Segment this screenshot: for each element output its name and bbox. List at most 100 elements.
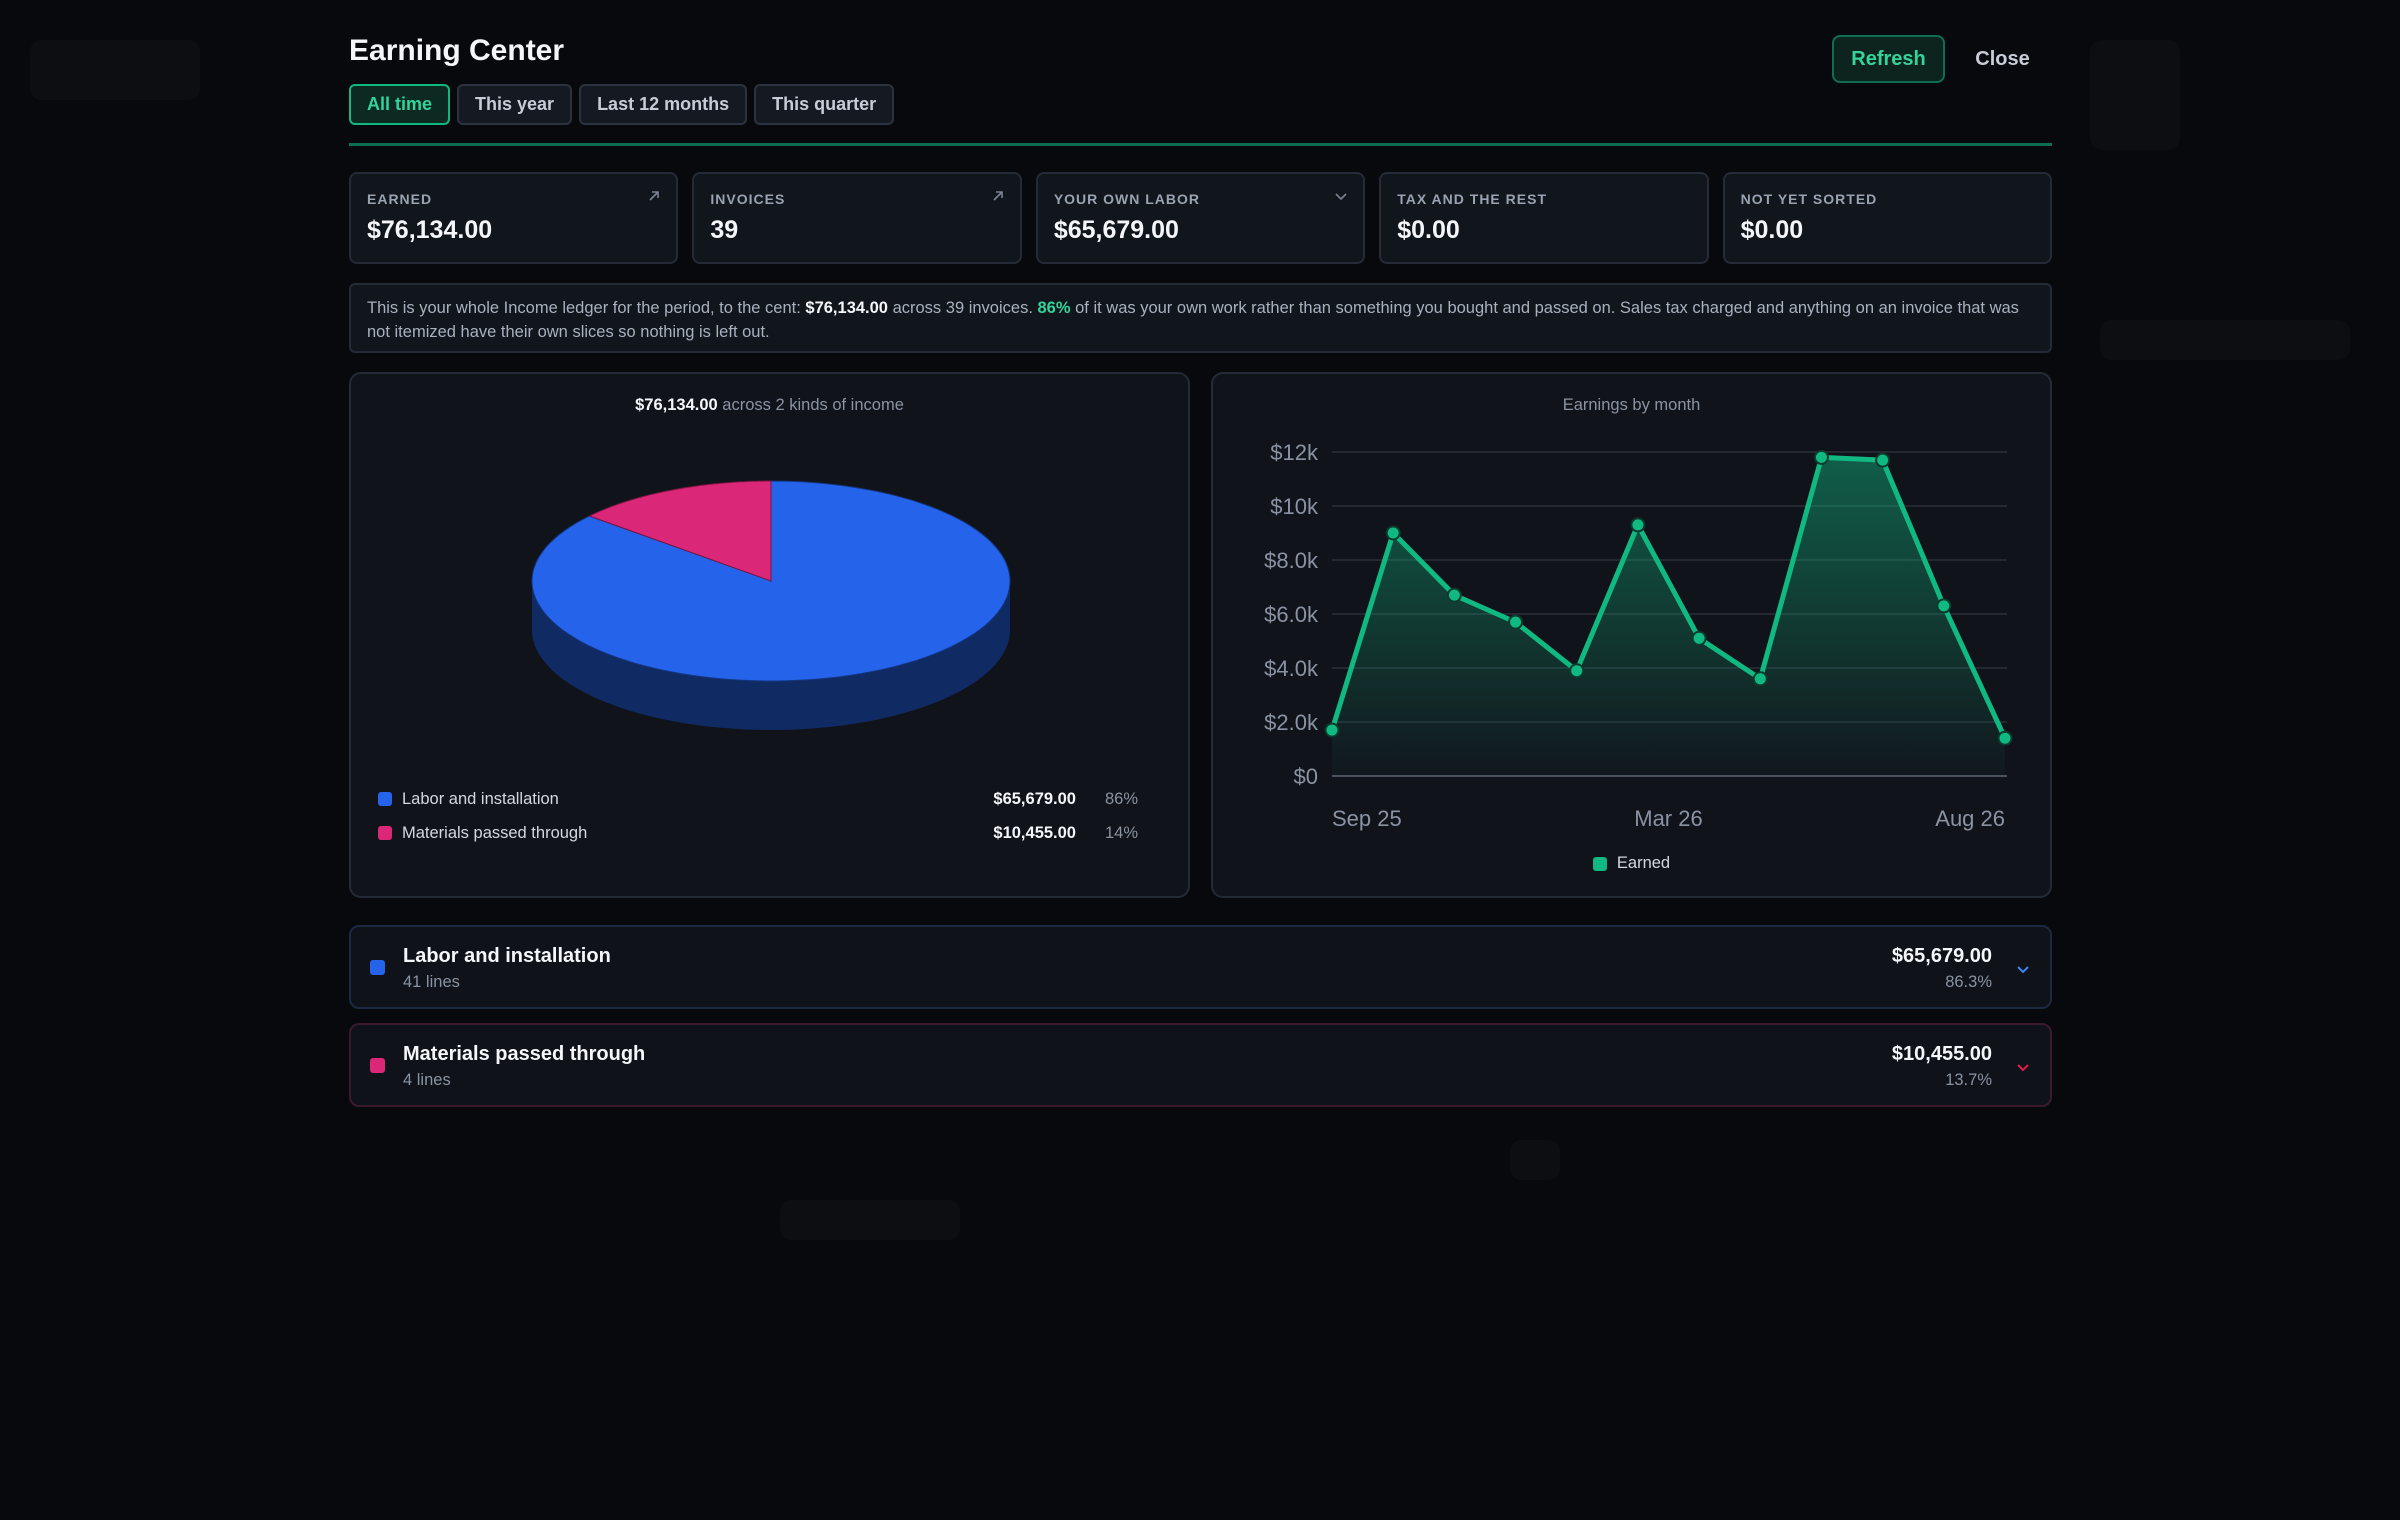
- stat-card-own-labor[interactable]: YOUR OWN LABOR $65,679.00: [1035, 172, 1366, 264]
- stat-label: YOUR OWN LABOR: [1053, 191, 1201, 207]
- y-tick-label: $4.0k: [1264, 656, 1319, 681]
- legend-item: Labor and installation $65,679.00 86%: [378, 782, 1138, 816]
- category-swatch: [370, 960, 385, 975]
- stat-card-invoices[interactable]: INVOICES 39: [692, 172, 1022, 264]
- series-line: [1329, 454, 2008, 740]
- category-line-count: 4 lines: [403, 1071, 451, 1089]
- summary-total: $76,134.00: [805, 299, 888, 317]
- earning-center-modal: Earning Center All time This year Last 1…: [349, 24, 2053, 1121]
- close-button[interactable]: Close: [1975, 47, 2030, 70]
- stat-value: $0.00: [1740, 216, 1804, 244]
- data-point: [1752, 671, 1768, 687]
- arrow-up-right-icon[interactable]: [646, 188, 662, 204]
- tab-this-year[interactable]: This year: [457, 84, 573, 125]
- legend-swatch: [378, 792, 392, 806]
- stat-card-tax: TAX AND THE REST $0.00: [1379, 172, 1709, 264]
- stat-value: $76,134.00: [367, 216, 493, 244]
- page-title: Earning Center: [349, 34, 565, 67]
- legend-swatch: [1592, 856, 1607, 871]
- summary-part: This is your whole Income ledger for the…: [367, 299, 806, 317]
- line-legend: Earned: [1213, 854, 2050, 873]
- summary-text: This is your whole Income ledger for the…: [349, 283, 2052, 353]
- data-point: [1446, 587, 1462, 603]
- stat-value: 39: [710, 216, 739, 244]
- line-chart-title: Earnings by month: [1562, 396, 1701, 414]
- y-tick-label: $12k: [1270, 440, 1319, 465]
- legend-label: Materials passed through: [402, 823, 588, 842]
- stat-card-unsorted: NOT YET SORTED $0.00: [1722, 172, 2053, 264]
- modal-header: Earning Center All time This year Last 1…: [349, 24, 2052, 146]
- pie-slice: [588, 480, 772, 582]
- y-tick-label: $2.0k: [1264, 710, 1319, 735]
- y-tick-label: $0: [1294, 764, 1318, 789]
- data-point: [1630, 517, 1646, 533]
- legend-swatch: [378, 826, 392, 840]
- stat-value: $65,679.00: [1053, 216, 1179, 244]
- legend-item: Materials passed through $10,455.00 14%: [378, 816, 1138, 850]
- stat-label: EARNED: [367, 191, 433, 207]
- header-divider: [349, 143, 2052, 146]
- summary-part: of it was your own work rather than some…: [367, 299, 2019, 341]
- data-point: [1997, 730, 2013, 746]
- category-row-labor[interactable]: Labor and installation 41 lines $65,679.…: [349, 925, 2052, 1009]
- series-area: [1332, 457, 2005, 776]
- y-tick-label: $6.0k: [1264, 602, 1319, 627]
- category-name: Labor and installation: [403, 945, 611, 967]
- data-point: [1324, 722, 1340, 738]
- data-point: [1508, 614, 1524, 630]
- legend-percent: 86%: [1104, 789, 1138, 808]
- x-tick-label: Sep 25: [1332, 806, 1402, 831]
- data-point: [1385, 525, 1401, 541]
- line-chart-card: $0 $2.0k $4.0k $6.0k $8.0k $10k $12k Sep 25 Mar …: [1211, 372, 2052, 898]
- pie-title-amount: $76,134.00: [635, 396, 718, 414]
- y-tick-label: $8.0k: [1264, 548, 1319, 573]
- pie-slice-side: [532, 581, 1010, 730]
- category-list: Labor and installation 41 lines $65,679.…: [349, 925, 2052, 1107]
- y-tick-label: $10k: [1270, 494, 1319, 519]
- category-percent: 13.7%: [1945, 1071, 1992, 1089]
- stat-card-earned[interactable]: EARNED $76,134.00: [349, 172, 679, 264]
- data-point: [1936, 598, 1952, 614]
- category-name: Materials passed through: [403, 1043, 646, 1065]
- x-tick-label: Mar 26: [1634, 806, 1702, 831]
- pie-chart-title: $76,134.00 across 2 kinds of income: [351, 396, 1188, 415]
- legend-label: Earned: [1616, 854, 1671, 872]
- tab-all-time[interactable]: All time: [349, 84, 451, 125]
- legend-amount: $65,679.00: [993, 789, 1076, 808]
- category-row-materials[interactable]: Materials passed through 4 lines $10,455…: [349, 1023, 2052, 1107]
- summary-percent: 86%: [1037, 299, 1071, 317]
- category-line-count: 41 lines: [403, 973, 460, 991]
- legend-amount: $10,455.00: [993, 823, 1076, 842]
- refresh-button[interactable]: Refresh: [1832, 35, 1945, 83]
- stat-label: INVOICES: [710, 191, 786, 207]
- data-point: [1569, 663, 1585, 679]
- charts-row: $76,134.00 across 2 kinds of income Labo…: [349, 372, 2052, 898]
- data-point: [1691, 630, 1707, 646]
- pie-chart: [531, 480, 1011, 730]
- stat-label: TAX AND THE REST: [1397, 191, 1547, 207]
- period-tabs: All time This year Last 12 months This q…: [349, 84, 895, 125]
- category-percent: 86.3%: [1945, 973, 1992, 991]
- category-swatch: [370, 1058, 385, 1073]
- category-amount: $10,455.00: [1891, 1043, 1992, 1065]
- line-chart: $0 $2.0k $4.0k $6.0k $8.0k $10k $12k Sep 25 Mar …: [1264, 440, 2013, 831]
- pie-legend: Labor and installation $65,679.00 86% Ma…: [378, 782, 1138, 850]
- data-point: [1813, 449, 1829, 465]
- chevron-down-icon[interactable]: [1333, 188, 1349, 204]
- arrow-up-right-icon[interactable]: [990, 188, 1006, 204]
- pie-chart-card: $76,134.00 across 2 kinds of income Labo…: [349, 372, 1190, 898]
- category-amount: $65,679.00: [1891, 945, 1992, 967]
- stat-label: NOT YET SORTED: [1740, 191, 1878, 207]
- data-point: [1875, 452, 1891, 468]
- x-tick-label: Aug 26: [1935, 806, 2005, 831]
- stat-value: $0.00: [1397, 216, 1460, 244]
- tab-last-12-months[interactable]: Last 12 months: [579, 84, 748, 125]
- stat-cards: EARNED $76,134.00 INVOICES 39 YOUR OWN L…: [349, 172, 2053, 264]
- chevron-down-icon[interactable]: [2014, 1058, 2032, 1076]
- tab-this-quarter[interactable]: This quarter: [754, 84, 895, 125]
- chevron-down-icon[interactable]: [2014, 960, 2032, 978]
- pie-title-rest: across 2 kinds of income: [717, 396, 904, 414]
- summary-part: across 39 invoices.: [888, 299, 1038, 317]
- legend-label: Labor and installation: [402, 789, 559, 808]
- legend-percent: 14%: [1104, 823, 1138, 842]
